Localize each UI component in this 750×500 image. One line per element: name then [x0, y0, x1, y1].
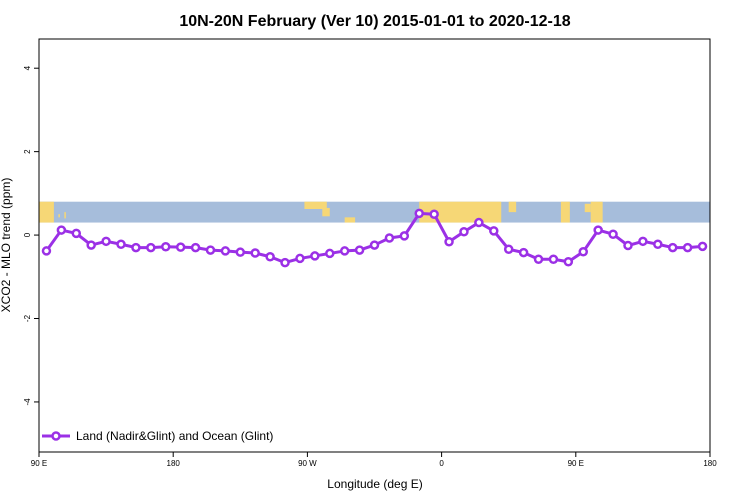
x-tick-label: 0: [439, 459, 444, 468]
x-axis: 90 E 180 90 W 0 90 E 180: [31, 452, 717, 468]
x-tick-label: 90 W: [298, 459, 317, 468]
data-point: [697, 241, 708, 252]
data-point: [638, 236, 648, 247]
data-point: [190, 242, 201, 253]
data-point: [623, 240, 633, 251]
plot-frame: [38, 38, 711, 453]
data-point: [205, 245, 216, 255]
map-land: [590, 201, 603, 223]
data-point: [160, 242, 171, 252]
data-point: [444, 236, 454, 247]
data-point: [667, 242, 678, 253]
data-point: [399, 231, 410, 241]
data-point: [175, 242, 186, 252]
data-point: [41, 246, 52, 256]
data-point: [548, 254, 559, 265]
map-land: [560, 201, 570, 223]
data-point: [339, 246, 350, 256]
data-point: [220, 246, 231, 256]
x-tick-label: 90 E: [31, 459, 47, 468]
data-point: [578, 247, 589, 257]
legend-marker: [51, 431, 61, 441]
legend-label: Land (Nadir&Glint) and Ocean (Glint): [76, 429, 273, 443]
data-point: [533, 254, 544, 265]
map-land: [584, 203, 591, 213]
y-tick-label: 4: [23, 65, 32, 70]
data-point: [71, 228, 82, 239]
data-point: [682, 242, 693, 253]
data-point: [518, 247, 529, 258]
data-point: [86, 240, 96, 250]
world-map-band: [39, 201, 710, 223]
data-point: [593, 225, 603, 235]
data-point: [429, 209, 439, 219]
data-point: [563, 257, 574, 267]
data-point: [56, 225, 67, 235]
data-point: [489, 226, 499, 236]
data-point: [250, 248, 260, 258]
map-land: [58, 214, 60, 218]
map-ocean: [39, 201, 710, 223]
data-point: [653, 239, 663, 249]
data-point: [503, 244, 514, 255]
data-point: [354, 245, 365, 255]
x-axis-label: Longitude (deg E): [327, 477, 422, 491]
data-point: [265, 252, 275, 262]
y-tick-label: 2: [23, 149, 32, 154]
data-point: [280, 257, 290, 268]
data-point: [459, 226, 469, 237]
x-tick-label: 180: [167, 459, 181, 468]
y-tick-label: -2: [23, 314, 32, 322]
data-point: [310, 251, 320, 261]
map-land: [322, 207, 330, 217]
y-axis: -4 -2 0 2 4: [23, 65, 39, 406]
data-point: [414, 208, 424, 219]
data-point: [608, 229, 618, 239]
data-point: [295, 253, 305, 264]
y-tick-label: -4: [23, 398, 32, 406]
data-point: [325, 248, 335, 259]
map-land: [344, 217, 356, 223]
data-point: [235, 247, 246, 257]
legend: Land (Nadir&Glint) and Ocean (Glint): [42, 429, 273, 443]
data-point: [146, 242, 156, 253]
chart-title: 10N-20N February (Ver 10) 2015-01-01 to …: [179, 13, 570, 30]
data-point: [474, 217, 484, 228]
data-point: [384, 233, 395, 243]
y-tick-label: 0: [23, 232, 32, 237]
y-axis-label: XCO2 - MLO trend (ppm): [0, 178, 13, 313]
map-land: [508, 201, 517, 213]
x-tick-label: 90 E: [568, 459, 584, 468]
data-point: [131, 242, 141, 253]
map-land: [64, 212, 66, 219]
data-point: [116, 239, 126, 249]
map-land: [304, 201, 327, 209]
series-layer: [41, 208, 708, 268]
map-land: [39, 201, 54, 223]
data-point: [369, 240, 380, 250]
map-land: [419, 201, 502, 223]
data-point: [101, 236, 111, 247]
x-tick-label: 180: [703, 459, 717, 468]
